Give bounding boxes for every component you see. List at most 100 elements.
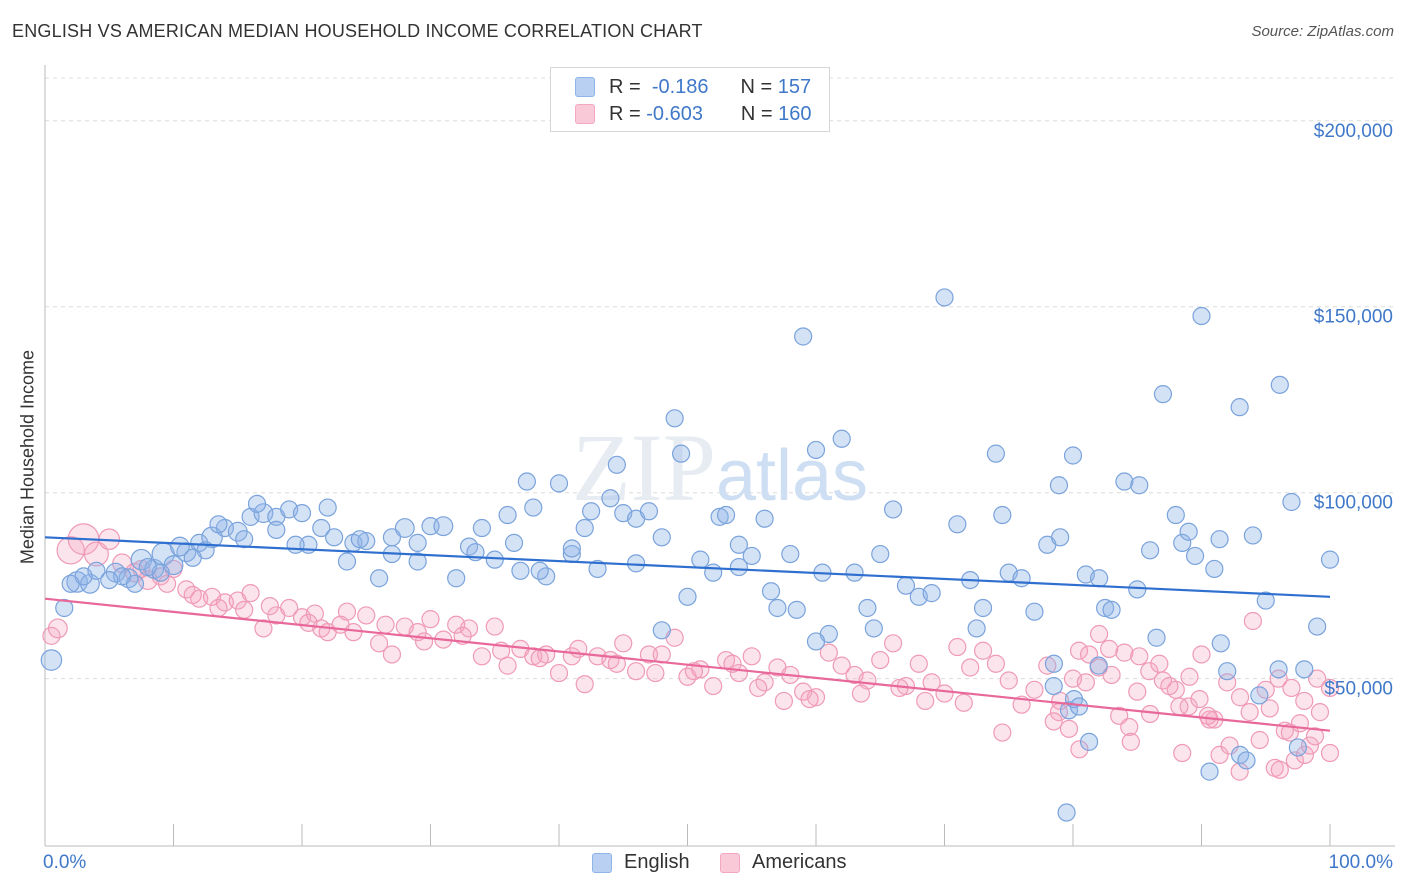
americans-point bbox=[1120, 717, 1139, 737]
americans-point bbox=[56, 536, 85, 565]
americans-point bbox=[916, 691, 935, 711]
english-point bbox=[1282, 492, 1301, 512]
americans-point bbox=[1102, 665, 1121, 685]
legend-item-americans[interactable]: Americans bbox=[720, 851, 846, 874]
english-point bbox=[588, 559, 607, 579]
english-point bbox=[1210, 530, 1229, 549]
americans-point bbox=[1173, 743, 1192, 763]
americans-point bbox=[883, 634, 903, 653]
english-point bbox=[781, 544, 800, 564]
americans-point bbox=[1190, 689, 1209, 709]
english-point bbox=[883, 500, 903, 519]
americans-point bbox=[485, 617, 504, 636]
americans-point bbox=[1230, 688, 1250, 707]
english-point bbox=[691, 550, 710, 569]
americans-point bbox=[241, 584, 260, 603]
americans-point bbox=[1121, 732, 1140, 751]
americans-point bbox=[704, 676, 723, 696]
english-point bbox=[1250, 686, 1269, 705]
americans-point bbox=[646, 663, 665, 683]
americans-point bbox=[1140, 704, 1160, 724]
english-point bbox=[169, 536, 190, 557]
english-point bbox=[1057, 803, 1076, 822]
english-point bbox=[472, 518, 491, 538]
americans-point bbox=[235, 600, 254, 619]
english-point bbox=[665, 409, 684, 428]
legend-americans-label: Americans bbox=[752, 851, 847, 873]
english-point bbox=[408, 552, 427, 571]
english-point bbox=[935, 288, 954, 307]
source-label: Source: ZipAtlas.com bbox=[1251, 23, 1394, 40]
americans-point bbox=[1308, 669, 1327, 688]
legend-item-english[interactable]: English bbox=[592, 851, 690, 874]
americans-point bbox=[47, 618, 68, 639]
americans-point bbox=[280, 598, 299, 618]
americans-point bbox=[209, 598, 228, 618]
english-point bbox=[1044, 654, 1064, 673]
americans-point bbox=[370, 634, 389, 653]
english-point bbox=[845, 563, 864, 582]
english-point bbox=[433, 516, 454, 537]
americans-point bbox=[1210, 745, 1229, 764]
english-point bbox=[1049, 476, 1069, 495]
americans-point bbox=[1069, 641, 1089, 660]
americans-point bbox=[1100, 639, 1119, 658]
americans-point bbox=[1250, 730, 1269, 750]
americans-point bbox=[1280, 723, 1299, 742]
legend-r-value: -0.603 bbox=[646, 102, 703, 125]
americans-point bbox=[993, 723, 1012, 742]
trend-lines bbox=[44, 536, 1331, 732]
chart-title: ENGLISH VS AMERICAN MEDIAN HOUSEHOLD INC… bbox=[12, 21, 703, 41]
english-point bbox=[350, 530, 369, 549]
americans-point bbox=[1320, 678, 1340, 698]
americans-point bbox=[1044, 712, 1063, 731]
english-point bbox=[575, 518, 594, 538]
legend-english-label: English bbox=[624, 851, 690, 873]
americans-point bbox=[1025, 680, 1044, 699]
english-point bbox=[1192, 306, 1211, 326]
english-point bbox=[235, 530, 254, 549]
y-tick-label: $200,000 bbox=[1314, 121, 1393, 142]
americans-point bbox=[684, 662, 704, 681]
americans-point bbox=[1070, 740, 1089, 759]
americans-swatch bbox=[720, 852, 740, 873]
english-point bbox=[787, 600, 806, 619]
americans-point bbox=[1150, 654, 1169, 673]
english-point bbox=[1205, 559, 1224, 579]
english-point bbox=[993, 505, 1012, 525]
english-point bbox=[704, 563, 723, 582]
americans-swatch bbox=[575, 104, 595, 124]
americans-point bbox=[800, 689, 819, 709]
english-point bbox=[1211, 634, 1230, 653]
english-point bbox=[755, 509, 774, 528]
americans-point bbox=[742, 647, 761, 666]
english-point bbox=[337, 552, 357, 571]
americans-point bbox=[961, 658, 980, 677]
legend-n-label: N = bbox=[740, 75, 773, 98]
legend-r-value: -0.186 bbox=[651, 75, 709, 98]
english-point bbox=[967, 619, 986, 638]
english-point bbox=[1153, 385, 1173, 404]
english-point bbox=[286, 535, 305, 554]
english-point bbox=[1200, 762, 1219, 781]
americans-point bbox=[1240, 703, 1259, 722]
english-point bbox=[1102, 600, 1121, 619]
americans-point bbox=[639, 645, 659, 664]
americans-point bbox=[83, 541, 109, 567]
english-point bbox=[517, 472, 536, 491]
english-point bbox=[1115, 472, 1134, 491]
legend-r-label: R = bbox=[609, 102, 641, 125]
americans-point bbox=[1160, 676, 1179, 696]
americans-point bbox=[337, 602, 357, 621]
english-point bbox=[55, 598, 74, 618]
english-point bbox=[530, 561, 549, 580]
americans-point bbox=[1179, 697, 1198, 716]
english-point bbox=[1256, 591, 1275, 610]
english-swatch bbox=[575, 77, 595, 97]
english-point bbox=[267, 520, 286, 539]
english-point bbox=[1185, 546, 1205, 566]
english-point bbox=[652, 528, 671, 547]
americans-point bbox=[909, 654, 928, 673]
americans-point bbox=[1243, 611, 1263, 631]
english-point bbox=[1140, 541, 1160, 560]
